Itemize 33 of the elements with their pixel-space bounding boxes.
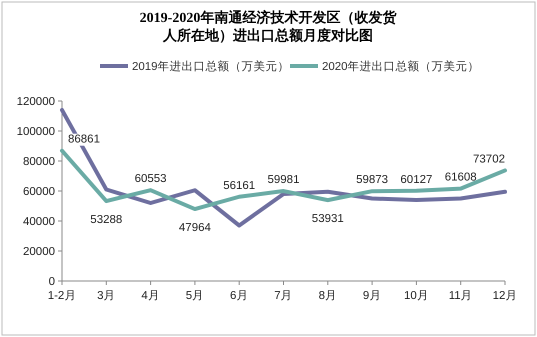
x-tick-label: 8月 <box>318 289 338 302</box>
y-tick-label: 0 <box>48 276 55 288</box>
data-label: 53931 <box>312 213 344 226</box>
data-label: 53288 <box>90 214 122 226</box>
y-tick-label: 120000 <box>16 96 55 108</box>
legend-label: 2020年进出口总额（万美元） <box>322 59 480 73</box>
x-tick-label: 9月 <box>362 289 382 302</box>
data-label: 86861 <box>68 134 100 146</box>
data-label: 73702 <box>473 153 505 166</box>
data-label: 59873 <box>356 174 388 186</box>
x-tick-label: 7月 <box>274 289 293 302</box>
x-tick-label: 4月 <box>141 289 160 302</box>
x-tick-label: 11月 <box>448 289 473 302</box>
x-tick-label: 12月 <box>492 289 518 302</box>
data-label: 60127 <box>400 174 432 186</box>
y-tick-label: 40000 <box>23 216 55 228</box>
y-tick-label: 20000 <box>23 246 55 258</box>
y-tick-label: 60000 <box>23 186 55 198</box>
data-label: 47964 <box>178 222 212 234</box>
data-label: 60553 <box>134 173 167 186</box>
data-label: 61608 <box>444 172 477 184</box>
legend-label: 2019年进出口总额（万美元） <box>132 59 290 73</box>
data-label: 56161 <box>223 180 256 192</box>
x-tick-label: 5月 <box>186 289 204 302</box>
data-label: 59981 <box>268 174 300 186</box>
y-tick-label: 100000 <box>16 126 55 138</box>
line-series <box>60 148 507 212</box>
x-tick-label: 10月 <box>404 289 429 302</box>
x-tick-label: 6月 <box>230 289 248 302</box>
x-tick-label: 3月 <box>97 289 116 302</box>
y-tick-label: 80000 <box>23 156 55 168</box>
x-tick-label: 1-2月 <box>48 289 76 302</box>
chart-title: 2019-2020年南通经济技术开发区（收发货人所在地）进出口总额月度对比图 <box>140 9 398 44</box>
